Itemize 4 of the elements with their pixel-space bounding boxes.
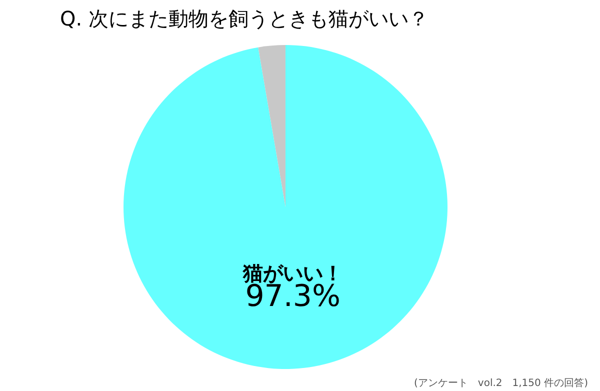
pie-slice: [258, 45, 286, 207]
text: (アンケート vol.2 1,150 件の回答): [414, 377, 588, 389]
chart-title: Q. 次にまた動物を飼うときも猫がいい？: [60, 6, 428, 31]
pie-slice: [124, 45, 448, 369]
